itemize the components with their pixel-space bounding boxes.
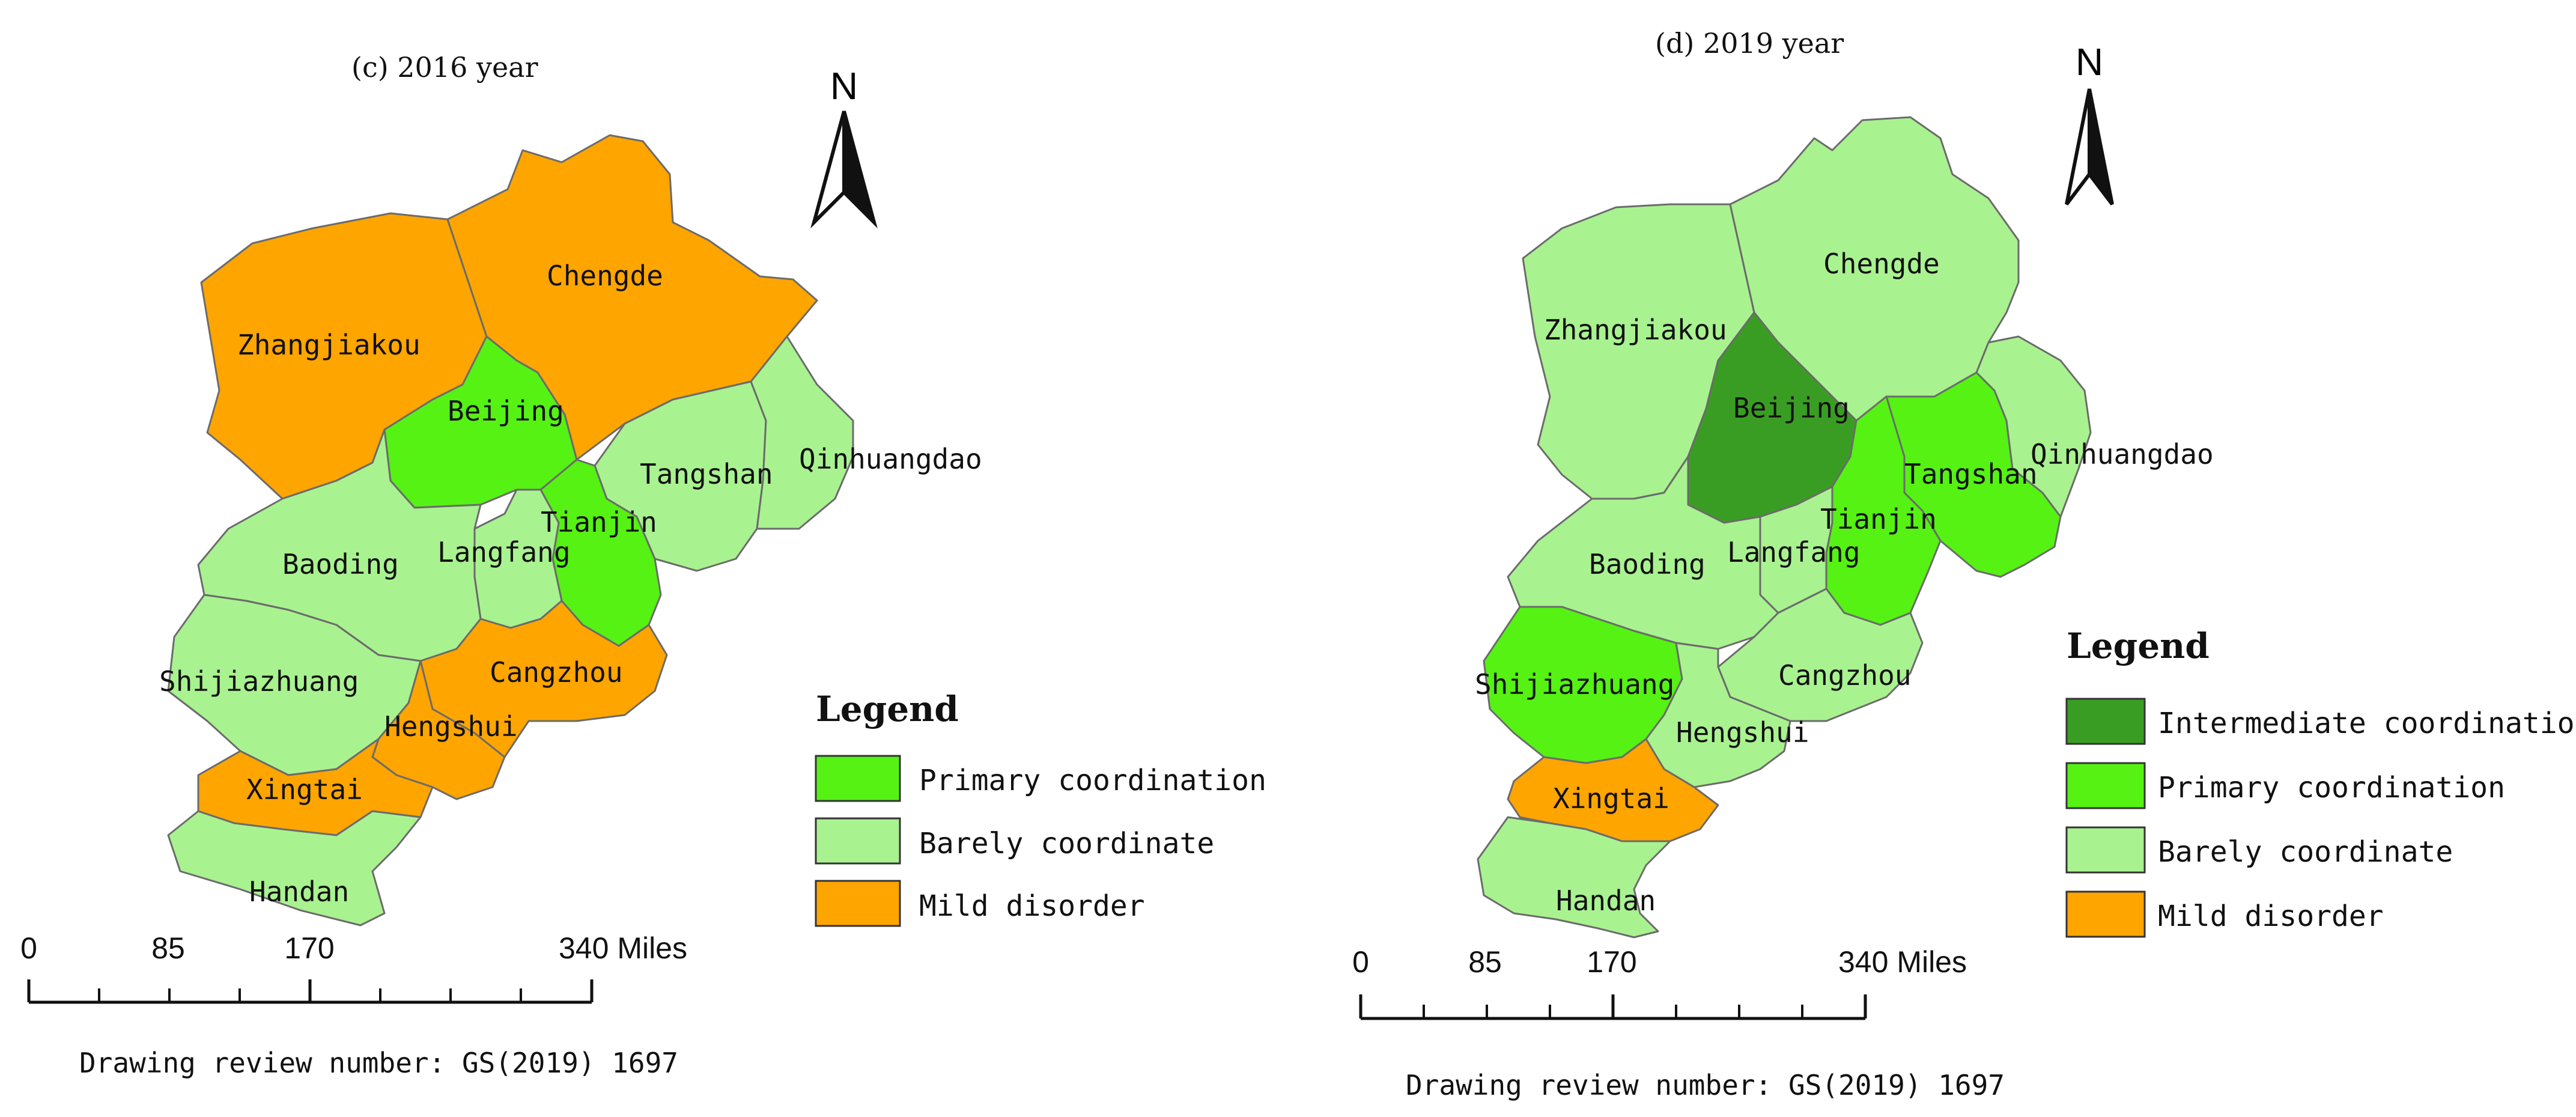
region-label: Cangzhou (490, 656, 623, 689)
region-label: Shijiazhuang (1475, 668, 1674, 701)
region-label: Baoding (1589, 548, 1706, 580)
region-label: Chengde (1823, 248, 1940, 280)
region-label: Chengde (547, 260, 663, 292)
region-label: Beijing (448, 395, 564, 427)
drawing-review-number: Drawing review number: GS(2019) 1697 (1406, 1069, 2005, 1101)
region-label: Xingtai (1553, 782, 1669, 815)
legend-swatch (815, 817, 901, 865)
region-handan (167, 810, 422, 927)
region-hengshui (371, 660, 506, 800)
region-label: Tangshan (1904, 458, 2038, 490)
region-label: Beijing (1733, 392, 1850, 424)
legend-label: Barely coordinate (2158, 835, 2453, 869)
region-label: Shijiazhuang (159, 665, 359, 698)
region-label: Hengshui (1676, 716, 1809, 749)
scale-tick-label: 0 (1352, 945, 1369, 979)
legend-label: Primary coordination (919, 764, 1266, 797)
legend-label: Intermediate coordination (2158, 707, 2576, 740)
scale-tick-label: 340 Miles (559, 931, 687, 965)
region-label: Handan (1556, 884, 1656, 917)
legend-label: Barely coordinate (919, 827, 1214, 860)
map-title: (c) 2016 year (351, 51, 538, 84)
region-label: Handan (249, 875, 349, 908)
region-label: Langfang (1727, 536, 1861, 568)
legend-swatch (2065, 826, 2146, 874)
legend-label: Mild disorder (919, 889, 1145, 923)
scale-tick-label: 170 (1587, 945, 1636, 979)
legend-swatch (2065, 698, 2146, 745)
region-label: Qinhuangdao (2031, 438, 2214, 470)
scale-bar: 0 85 170 340 Miles (20, 931, 687, 1004)
region-label: Qinhuangdao (799, 443, 982, 475)
north-label: N (830, 64, 858, 108)
legend-label: Primary coordination (2158, 771, 2505, 805)
map-panel-2016: (c) 2016 year N Zhangjiakou Chengd (20, 51, 1266, 1079)
scale-tick-label: 0 (20, 931, 37, 965)
map-panel-2019: (d) 2019 year N Zhangjiakou Chengde Be (1352, 27, 2576, 1101)
drawing-review-number: Drawing review number: GS(2019) 1697 (79, 1047, 678, 1079)
region-map (1477, 116, 2092, 939)
region-qinhuangdao (750, 335, 854, 530)
region-label: Tianjin (541, 506, 657, 538)
region-label: Cangzhou (1778, 659, 1912, 692)
scale-tick-label: 85 (1468, 945, 1502, 979)
region-label: Tianjin (1820, 503, 1937, 535)
scale-tick-label: 170 (284, 931, 334, 965)
region-label: Xingtai (246, 773, 363, 806)
legend-swatch (2065, 762, 2146, 809)
legend: Legend Intermediate coordination Primary… (2065, 625, 2576, 938)
region-label: Baoding (282, 548, 399, 580)
region-hengshui (1645, 642, 1791, 788)
legend-swatch (815, 880, 901, 927)
scale-tick-label: 340 Miles (1838, 945, 1967, 979)
region-label: Hengshui (384, 710, 518, 743)
region-label: Tangshan (640, 458, 773, 490)
region-labels: Zhangjiakou Chengde Beijing Tangshan Qin… (159, 260, 982, 908)
legend-title: Legend (2067, 625, 2210, 666)
map-title: (d) 2019 year (1655, 27, 1844, 59)
legend: Legend Primary coordination Barely coord… (815, 689, 1266, 927)
north-label: N (2076, 40, 2103, 84)
north-arrow-icon: N (2065, 40, 2114, 205)
scale-tick-label: 85 (151, 931, 185, 965)
region-label: Langfang (437, 536, 571, 568)
region-labels: Zhangjiakou Chengde Beijing Tangshan Qin… (1475, 248, 2214, 917)
legend-label: Mild disorder (2158, 899, 2384, 933)
region-label: Zhangjiakou (1544, 314, 1727, 346)
region-label: Zhangjiakou (237, 329, 421, 361)
legend-title: Legend (816, 689, 959, 729)
region-map (167, 134, 854, 927)
region-qinhuangdao (1975, 335, 2092, 518)
scale-bar: 0 85 170 340 Miles (1352, 945, 1967, 1020)
legend-swatch (2065, 890, 2146, 938)
region-handan (1477, 816, 1671, 939)
north-arrow-icon: N (810, 64, 878, 229)
legend-swatch (815, 755, 901, 802)
